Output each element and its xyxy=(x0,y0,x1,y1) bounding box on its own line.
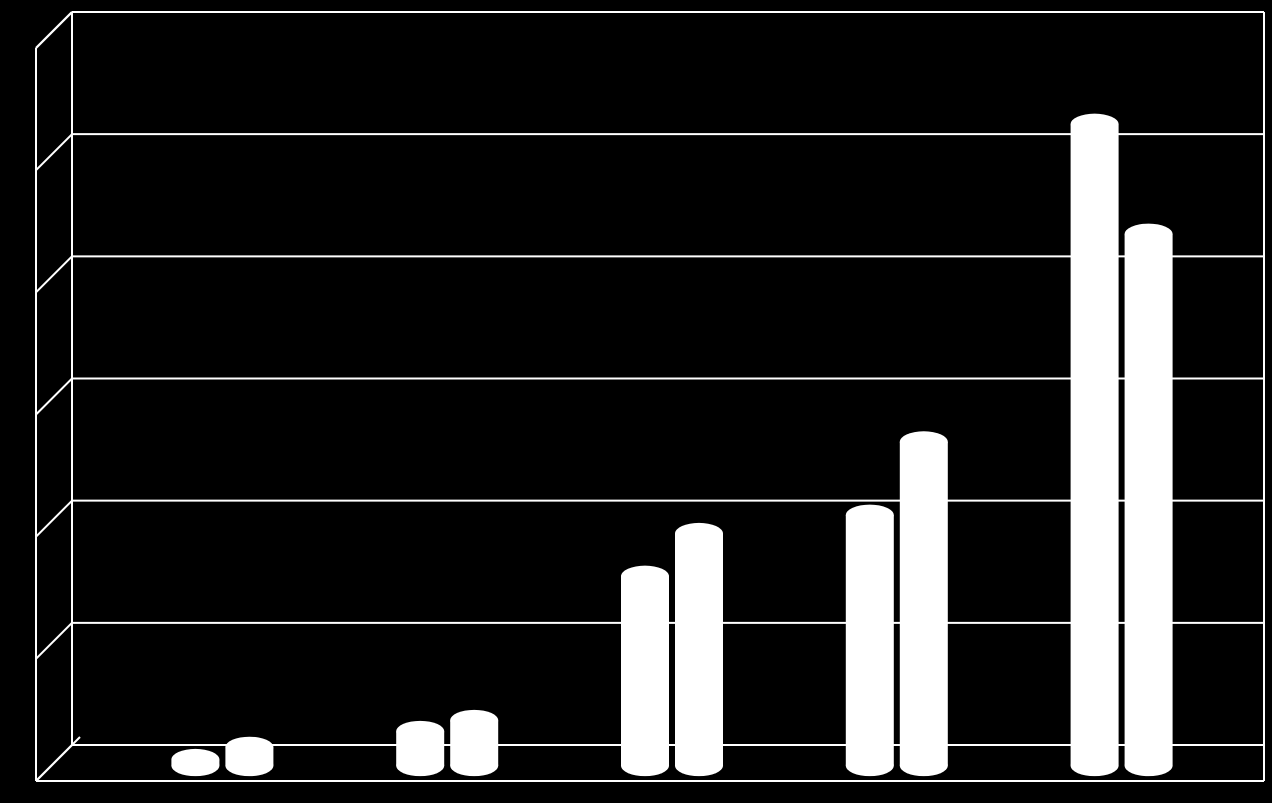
bar-top-cap xyxy=(846,505,894,526)
bar-chart xyxy=(0,0,1272,803)
bar-base-cap xyxy=(1125,755,1173,776)
bar-top-cap xyxy=(225,737,273,758)
bar-body xyxy=(1071,124,1119,765)
bar-body xyxy=(1125,234,1173,765)
bar-body xyxy=(621,576,669,765)
bar-body xyxy=(900,442,948,766)
bar-top-cap xyxy=(675,523,723,544)
bar-top-cap xyxy=(171,749,219,770)
bar-top-cap xyxy=(900,431,948,452)
bar-base-cap xyxy=(396,755,444,776)
bar-top-cap xyxy=(1125,224,1173,245)
bar-base-cap xyxy=(675,755,723,776)
bar-base-cap xyxy=(1071,755,1119,776)
bar-top-cap xyxy=(621,566,669,587)
bar-base-cap xyxy=(621,755,669,776)
bar-body xyxy=(846,515,894,765)
bar-base-cap xyxy=(450,755,498,776)
bar-base-cap xyxy=(900,755,948,776)
bar-top-cap xyxy=(396,721,444,742)
bar-top-cap xyxy=(450,710,498,731)
bar-body xyxy=(675,533,723,765)
bar-top-cap xyxy=(1071,114,1119,135)
bar-base-cap xyxy=(846,755,894,776)
bar-base-cap xyxy=(225,755,273,776)
